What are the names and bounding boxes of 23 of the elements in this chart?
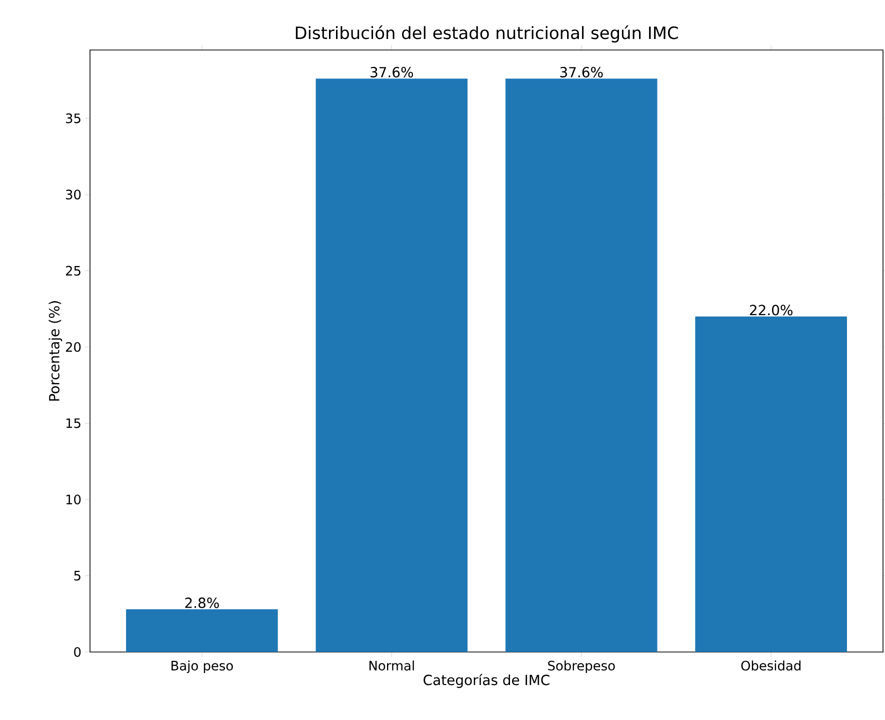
y-tick-label: 20 (66, 342, 81, 352)
data-label: 37.6% (560, 66, 603, 78)
x-tick-label: Bajo peso (172, 660, 233, 674)
x-tick-label: Sobrepeso (548, 660, 615, 674)
y-tick-label: 30 (66, 190, 81, 200)
y-tick-label: 10 (66, 494, 81, 504)
chart-title: Distribución del estado nutricional según IMC (296, 25, 678, 42)
bar (126, 609, 278, 652)
y-tick-label: 25 (66, 266, 80, 276)
data-label: 2.8% (185, 598, 219, 608)
x-tick-label: Normal (369, 660, 414, 671)
data-label: 22.0% (750, 304, 792, 316)
data-label: 37.6% (370, 66, 414, 78)
bar (695, 316, 847, 652)
y-tick-label: 35 (66, 113, 80, 124)
x-axis-title: Categorías de IMC (424, 674, 550, 688)
y-tick-label: 0 (74, 647, 81, 657)
x-tick-label: Obesidad (741, 660, 800, 671)
bar (316, 78, 468, 652)
bar (505, 78, 658, 652)
y-axis-title: Porcentaje (%) (48, 301, 62, 401)
y-tick-label: 5 (74, 570, 80, 581)
y-tick-label: 15 (66, 418, 80, 428)
